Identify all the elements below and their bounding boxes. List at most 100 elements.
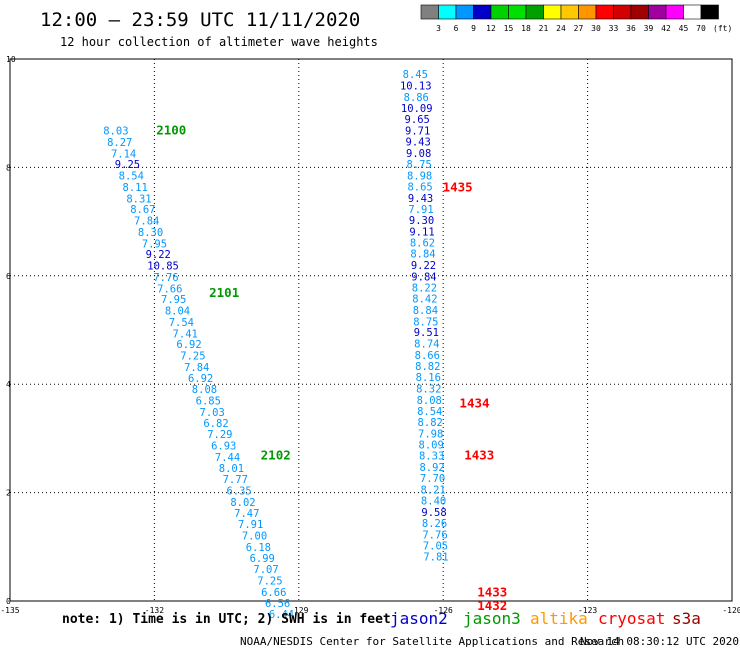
swh-value: 7.91 [408, 204, 433, 216]
swh-value: 7.84 [184, 362, 209, 374]
swh-value: 7.84 [134, 216, 159, 228]
swh-value: 7.76 [422, 529, 447, 541]
swh-value: 8.31 [126, 193, 151, 205]
scale-label: 12 [486, 24, 496, 33]
swh-value: 8.45 [403, 69, 428, 81]
swh-value: 8.42 [412, 294, 437, 306]
swh-value: 8.98 [407, 171, 432, 183]
swh-value: 9.22 [411, 260, 436, 272]
satellite-cryosat: cryosat [598, 609, 665, 628]
swh-value: 8.16 [416, 372, 441, 384]
swh-value: 7.41 [173, 328, 198, 340]
swh-value: 8.03 [103, 126, 128, 138]
swh-value: 9.71 [405, 126, 430, 138]
scale-label: 70 [696, 24, 706, 33]
swh-value: 8.02 [230, 497, 255, 509]
swh-value: 8.54 [417, 406, 442, 418]
swh-value: 8.01 [219, 463, 244, 475]
swh-value: 8.82 [415, 361, 440, 373]
satellite-jason3: jason3 [463, 609, 521, 628]
scale-swatch [455, 4, 474, 20]
scale-label: 18 [521, 24, 531, 33]
scale-label: 33 [609, 24, 619, 33]
swh-value: 7.00 [242, 530, 267, 542]
pass-time-label: 1434 [459, 396, 489, 411]
swh-value: 8.08 [417, 395, 442, 407]
swh-value: 9.25 [115, 159, 140, 171]
swh-value: 7.14 [111, 148, 136, 160]
scale-swatch [665, 4, 684, 20]
scale-unit: (ft) [713, 24, 732, 33]
swh-value: 6.66 [261, 587, 286, 599]
swh-value: 8.75 [406, 159, 431, 171]
swh-value: 9.51 [414, 327, 439, 339]
y-tick-label: 6 [6, 272, 11, 281]
swh-value: 7.25 [257, 575, 282, 587]
swh-value: 7.98 [418, 429, 443, 441]
swh-value: 10.09 [401, 103, 433, 115]
satellite-jason2: jason2 [390, 609, 448, 628]
swh-value: 9.22 [146, 249, 171, 261]
swh-value: 9.58 [421, 507, 446, 519]
scale-swatch [438, 4, 457, 20]
swh-value: 7.77 [223, 474, 248, 486]
scale-swatch [630, 4, 649, 20]
swh-value: 8.04 [165, 305, 190, 317]
swh-value: 7.81 [423, 552, 448, 564]
grid [10, 59, 732, 601]
scale-swatch [543, 4, 562, 20]
swh-value: 8.22 [412, 283, 437, 295]
pass-time-label: 2100 [156, 123, 186, 138]
scale-label: 24 [556, 24, 566, 33]
x-tick-label: -126 [434, 606, 453, 615]
swh-value: 7.76 [153, 272, 178, 284]
scale-swatch [683, 4, 702, 20]
scale-swatch [595, 4, 614, 20]
swh-value: 10.85 [147, 261, 179, 273]
swh-value: 7.95 [161, 294, 186, 306]
swh-value: 7.47 [234, 508, 259, 520]
x-tick-label: -132 [145, 606, 164, 615]
footer-timestamp: Nov 14 08:30:12 UTC 2020 [580, 635, 739, 648]
scale-label: 36 [626, 24, 636, 33]
scale-swatch [420, 4, 439, 20]
swh-value: 9.30 [409, 215, 434, 227]
scale-label: 21 [539, 24, 549, 33]
swh-value: 6.93 [211, 440, 236, 452]
swh-value: 7.66 [157, 283, 182, 295]
x-tick-label: -123 [578, 606, 597, 615]
swh-value: 6.35 [226, 485, 251, 497]
swh-value: 7.44 [215, 452, 240, 464]
swh-value: 6.85 [196, 395, 221, 407]
y-tick-label: 0 [6, 597, 11, 606]
data-points: 8.038.277.149.258.548.118.318.677.848.30… [103, 69, 448, 621]
swh-value: 6.44 [269, 609, 294, 621]
y-tick-label: 10 [6, 55, 16, 64]
swh-value: 6.56 [265, 598, 290, 610]
swh-value: 9.65 [405, 114, 430, 126]
swh-value: 10.13 [400, 81, 432, 93]
pass-time-label: 1432 [477, 598, 507, 613]
scale-swatch [578, 4, 597, 20]
swh-value: 7.29 [207, 429, 232, 441]
scale-label: 45 [679, 24, 689, 33]
swh-value: 9.11 [409, 226, 434, 238]
x-tick-label: -135 [0, 606, 19, 615]
scale-label: 9 [471, 24, 476, 33]
swh-value: 8.08 [192, 384, 217, 396]
swh-value: 8.11 [122, 182, 147, 194]
swh-value: 8.82 [418, 417, 443, 429]
x-tick-label: -120 [722, 606, 740, 615]
swh-value: 7.05 [423, 541, 448, 553]
swh-value: 6.99 [250, 553, 275, 565]
plot-frame [9, 58, 733, 602]
chart-title: 12:00 — 23:59 UTC 11/11/2020 [40, 9, 360, 31]
swh-value: 8.65 [407, 181, 432, 193]
scale-label: 15 [504, 24, 514, 33]
scale-label: 6 [454, 24, 459, 33]
satellite-altika: altika [530, 609, 588, 628]
scale-swatch [525, 4, 544, 20]
swh-value: 8.54 [119, 171, 144, 183]
swh-value: 6.82 [203, 418, 228, 430]
swh-value: 6.92 [188, 373, 213, 385]
